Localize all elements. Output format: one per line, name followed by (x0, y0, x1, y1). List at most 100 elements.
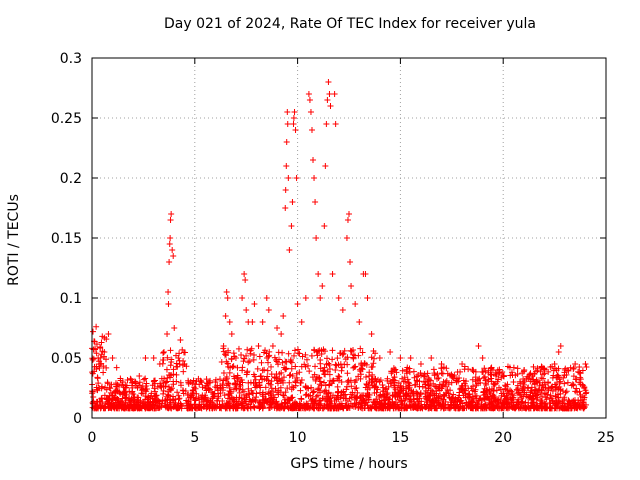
noise-point (324, 355, 331, 362)
noise-point (262, 384, 269, 391)
noise-point (254, 365, 261, 372)
noise-point (538, 374, 545, 381)
noise-point (547, 364, 554, 371)
data-point (348, 283, 355, 289)
noise-point (265, 377, 272, 384)
noise-point (422, 404, 429, 411)
noise-point (290, 352, 297, 359)
y-tick-label: 0 (73, 411, 82, 427)
noise-point (191, 384, 198, 391)
noise-point (240, 358, 247, 365)
noise-point (359, 400, 366, 407)
noise-point (288, 359, 295, 366)
noise-point (153, 398, 160, 405)
noise-point (543, 403, 550, 410)
noise-point (576, 369, 583, 376)
data-point (479, 355, 486, 361)
data-point (156, 361, 163, 367)
data-point (290, 121, 297, 127)
noise-point (415, 400, 422, 407)
noise-point (358, 365, 365, 372)
data-point (438, 361, 445, 367)
data-point (263, 295, 270, 301)
noise-point (266, 404, 273, 411)
noise-point (244, 346, 251, 353)
noise-point (400, 387, 407, 394)
noise-point (444, 370, 451, 377)
noise-point (562, 389, 569, 396)
noise-point (472, 386, 479, 393)
noise-point (185, 398, 192, 405)
noise-point (140, 398, 147, 405)
noise-point (120, 384, 127, 391)
data-point (167, 217, 174, 223)
noise-point (164, 397, 171, 404)
data-point (332, 121, 339, 127)
noise-point (136, 405, 143, 412)
noise-point (204, 397, 211, 404)
noise-point (114, 381, 121, 388)
noise-point (445, 381, 452, 388)
noise-point (472, 368, 479, 375)
data-point (557, 343, 564, 349)
noise-point (234, 364, 241, 371)
noise-point (270, 396, 277, 403)
noise-point (514, 398, 521, 405)
noise-point (472, 374, 479, 381)
data-point (520, 385, 527, 391)
noise-point (302, 363, 309, 370)
noise-point (384, 390, 391, 397)
noise-point (332, 366, 339, 373)
data-point (166, 259, 173, 265)
noise-point (168, 356, 175, 363)
noise-point (462, 392, 469, 399)
noise-point (357, 345, 364, 352)
data-point (323, 121, 330, 127)
noise-point (160, 350, 167, 357)
noise-point (472, 392, 479, 399)
noise-point (275, 361, 282, 368)
noise-point (291, 347, 298, 354)
data-point (344, 217, 351, 223)
noise-point (368, 354, 375, 361)
noise-point (340, 350, 347, 357)
noise-point (342, 395, 349, 402)
noise-point (252, 376, 259, 383)
noise-point (199, 384, 206, 391)
noise-point (176, 395, 183, 402)
noise-point (379, 382, 386, 388)
noise-point (421, 373, 428, 380)
noise-point (420, 372, 427, 379)
noise-point (282, 396, 289, 403)
noise-point (580, 403, 587, 410)
noise-point (388, 370, 395, 377)
noise-point (442, 379, 449, 386)
noise-point (334, 383, 341, 390)
noise-point (572, 376, 579, 383)
noise-point (332, 361, 339, 368)
noise-point (337, 350, 344, 357)
noise-point (248, 345, 255, 352)
data-point (109, 355, 116, 361)
noise-point (569, 381, 576, 388)
noise-point (433, 383, 440, 390)
noise-point (258, 359, 265, 366)
noise-point (198, 398, 205, 405)
data-point (284, 109, 291, 115)
noise-point (286, 372, 293, 379)
noise-point (537, 368, 544, 375)
noise-point (484, 393, 491, 400)
noise-point (431, 405, 438, 412)
noise-point (317, 360, 324, 367)
noise-point (413, 405, 420, 412)
noise-point (488, 395, 495, 402)
noise-point (250, 371, 257, 378)
noise-point (287, 358, 294, 365)
data-point (561, 367, 568, 373)
noise-point (321, 367, 328, 374)
noise-point (556, 380, 563, 387)
noise-point (386, 396, 393, 403)
noise-point (481, 365, 488, 372)
noise-point (104, 380, 111, 387)
noise-point (129, 404, 136, 411)
